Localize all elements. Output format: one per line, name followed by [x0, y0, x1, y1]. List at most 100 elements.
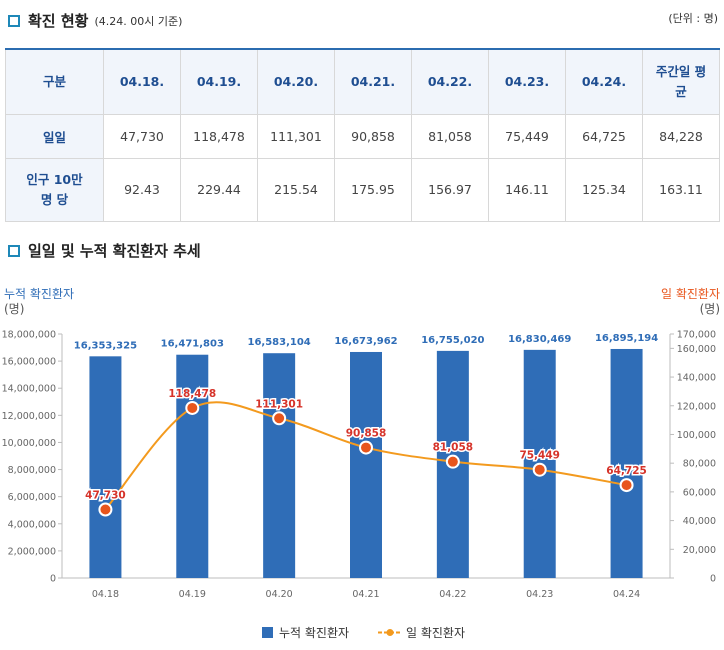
legend-bar-swatch [262, 627, 273, 638]
right-axis-title: 일 확진환자 [661, 287, 720, 301]
bar-value-label: 16,353,325 [74, 340, 137, 351]
bar [89, 356, 122, 578]
status-subtitle: (4.24. 00시 기준) [94, 14, 183, 28]
legend-line-label: 일 확진환자 [406, 626, 465, 640]
right-tick-label: 160,000 [677, 344, 716, 355]
right-tick-label: 100,000 [677, 430, 716, 441]
line-point [98, 502, 113, 517]
line-value-label: 64,725 [606, 465, 647, 477]
line-value-label: 90,858 [346, 428, 387, 440]
table-cell: 111,301 [257, 114, 335, 159]
bar-value-label: 16,673,962 [334, 336, 397, 347]
left-tick-label: 0 [50, 574, 56, 585]
table-header: 04.22. [411, 48, 489, 115]
right-tick-label: 120,000 [677, 401, 716, 412]
bar [263, 353, 296, 578]
table-header: 구분 [5, 48, 104, 115]
table-header: 04.24. [565, 48, 643, 115]
left-tick-label: 8,000,000 [8, 465, 56, 476]
bar [610, 348, 643, 578]
line-value-label: 118,478 [168, 388, 216, 400]
table-cell: 125.34 [565, 158, 643, 222]
row-label: 인구 10만 명 당 [5, 158, 104, 222]
trend-section-header: 일일 및 누적 확진환자 추세 [8, 240, 201, 261]
table-row: 인구 10만 명 당 92.43 229.44 215.54 175.95 15… [5, 158, 720, 222]
trend-chart: 누적 확진환자 (명) 일 확진환자 (명) 0 2,000,000 4,000,0… [2, 287, 720, 640]
left-tick-label: 12,000,000 [2, 411, 56, 422]
bar [176, 354, 209, 578]
line-value-label: 111,301 [255, 398, 303, 410]
table-cell: 84,228 [642, 114, 720, 159]
table-header: 04.23. [488, 48, 566, 115]
bar-value-label: 16,471,803 [161, 339, 224, 350]
chart-legend: 누적 확진환자 일 확진환자 [262, 626, 465, 640]
status-title: 확진 현황 [28, 12, 89, 30]
left-tick-label: 4,000,000 [8, 519, 56, 530]
table-header: 주간일 평균 [642, 48, 720, 115]
right-tick-label: 170,000 [677, 330, 716, 341]
right-axis-unit: (명) [700, 302, 720, 316]
table-cell: 118,478 [180, 114, 258, 159]
table-cell: 229.44 [180, 158, 258, 222]
square-bullet-icon [8, 244, 20, 257]
square-bullet-icon [8, 14, 20, 27]
table-header: 04.18. [103, 48, 181, 115]
plot-area: 0 2,000,000 4,000,000 6,000,000 8,000,000 10,… [2, 330, 716, 601]
line-value-label: 81,058 [433, 442, 474, 454]
right-tick-label: 20,000 [683, 545, 716, 556]
right-tick-label: 140,000 [677, 373, 716, 384]
table-cell: 156.97 [411, 158, 489, 222]
table-cell: 81,058 [411, 114, 489, 159]
table-header: 04.19. [180, 48, 258, 115]
bar-value-label: 16,583,104 [248, 337, 311, 348]
table-cell: 146.11 [488, 158, 566, 222]
row-label: 일일 [5, 114, 104, 159]
left-tick-label: 10,000,000 [2, 438, 56, 449]
left-tick-label: 14,000,000 [2, 384, 56, 395]
right-tick-label: 40,000 [683, 516, 716, 527]
x-tick-label: 04.20 [266, 589, 293, 600]
x-tick-label: 04.19 [179, 589, 206, 600]
legend-bar-label: 누적 확진환자 [279, 626, 349, 640]
table-cell: 163.11 [642, 158, 720, 222]
table-cell: 92.43 [103, 158, 181, 222]
bar-value-label: 16,830,469 [508, 334, 571, 345]
line-point [185, 400, 200, 415]
left-axis-unit: (명) [4, 302, 24, 316]
table-cell: 47,730 [103, 114, 181, 159]
table-cell: 75,449 [488, 114, 566, 159]
line-point [619, 478, 634, 493]
table-cell: 215.54 [257, 158, 335, 222]
status-table: 구분 04.18. 04.19. 04.20. 04.21. 04.22. 04… [5, 48, 720, 222]
left-axis-title: 누적 확진환자 [4, 287, 74, 301]
table-header: 04.21. [334, 48, 412, 115]
line-value-label: 47,730 [85, 489, 126, 501]
left-tick-label: 2,000,000 [8, 546, 56, 557]
table-row: 일일 47,730 118,478 111,301 90,858 81,058 … [5, 114, 720, 159]
bar [350, 351, 382, 578]
bar-value-label: 16,755,020 [421, 335, 484, 346]
line-point [532, 462, 547, 477]
x-tick-label: 04.21 [352, 589, 379, 600]
right-tick-label: 80,000 [683, 459, 716, 470]
line-point [359, 440, 373, 455]
x-tick-label: 04.23 [526, 589, 553, 600]
bar-value-label: 16,895,194 [595, 333, 658, 344]
table-cell: 90,858 [334, 114, 412, 159]
table-header: 04.20. [257, 48, 335, 115]
table-cell: 64,725 [565, 114, 643, 159]
left-tick-label: 16,000,000 [2, 357, 56, 368]
status-section-header: 확진 현황 (4.24. 00시 기준) [8, 10, 182, 31]
line-value-label: 75,449 [519, 450, 560, 462]
table-cell: 175.95 [334, 158, 412, 222]
left-tick-label: 6,000,000 [8, 492, 56, 503]
right-tick-label: 60,000 [683, 487, 716, 498]
line-point [272, 411, 287, 426]
x-tick-label: 04.24 [613, 589, 640, 600]
line-point [445, 454, 460, 469]
x-tick-label: 04.22 [439, 589, 466, 600]
table-header-row: 구분 04.18. 04.19. 04.20. 04.21. 04.22. 04… [5, 48, 720, 115]
left-tick-label: 18,000,000 [2, 330, 56, 341]
trend-title: 일일 및 누적 확진환자 추세 [28, 242, 201, 260]
right-tick-label: 0 [710, 574, 716, 585]
